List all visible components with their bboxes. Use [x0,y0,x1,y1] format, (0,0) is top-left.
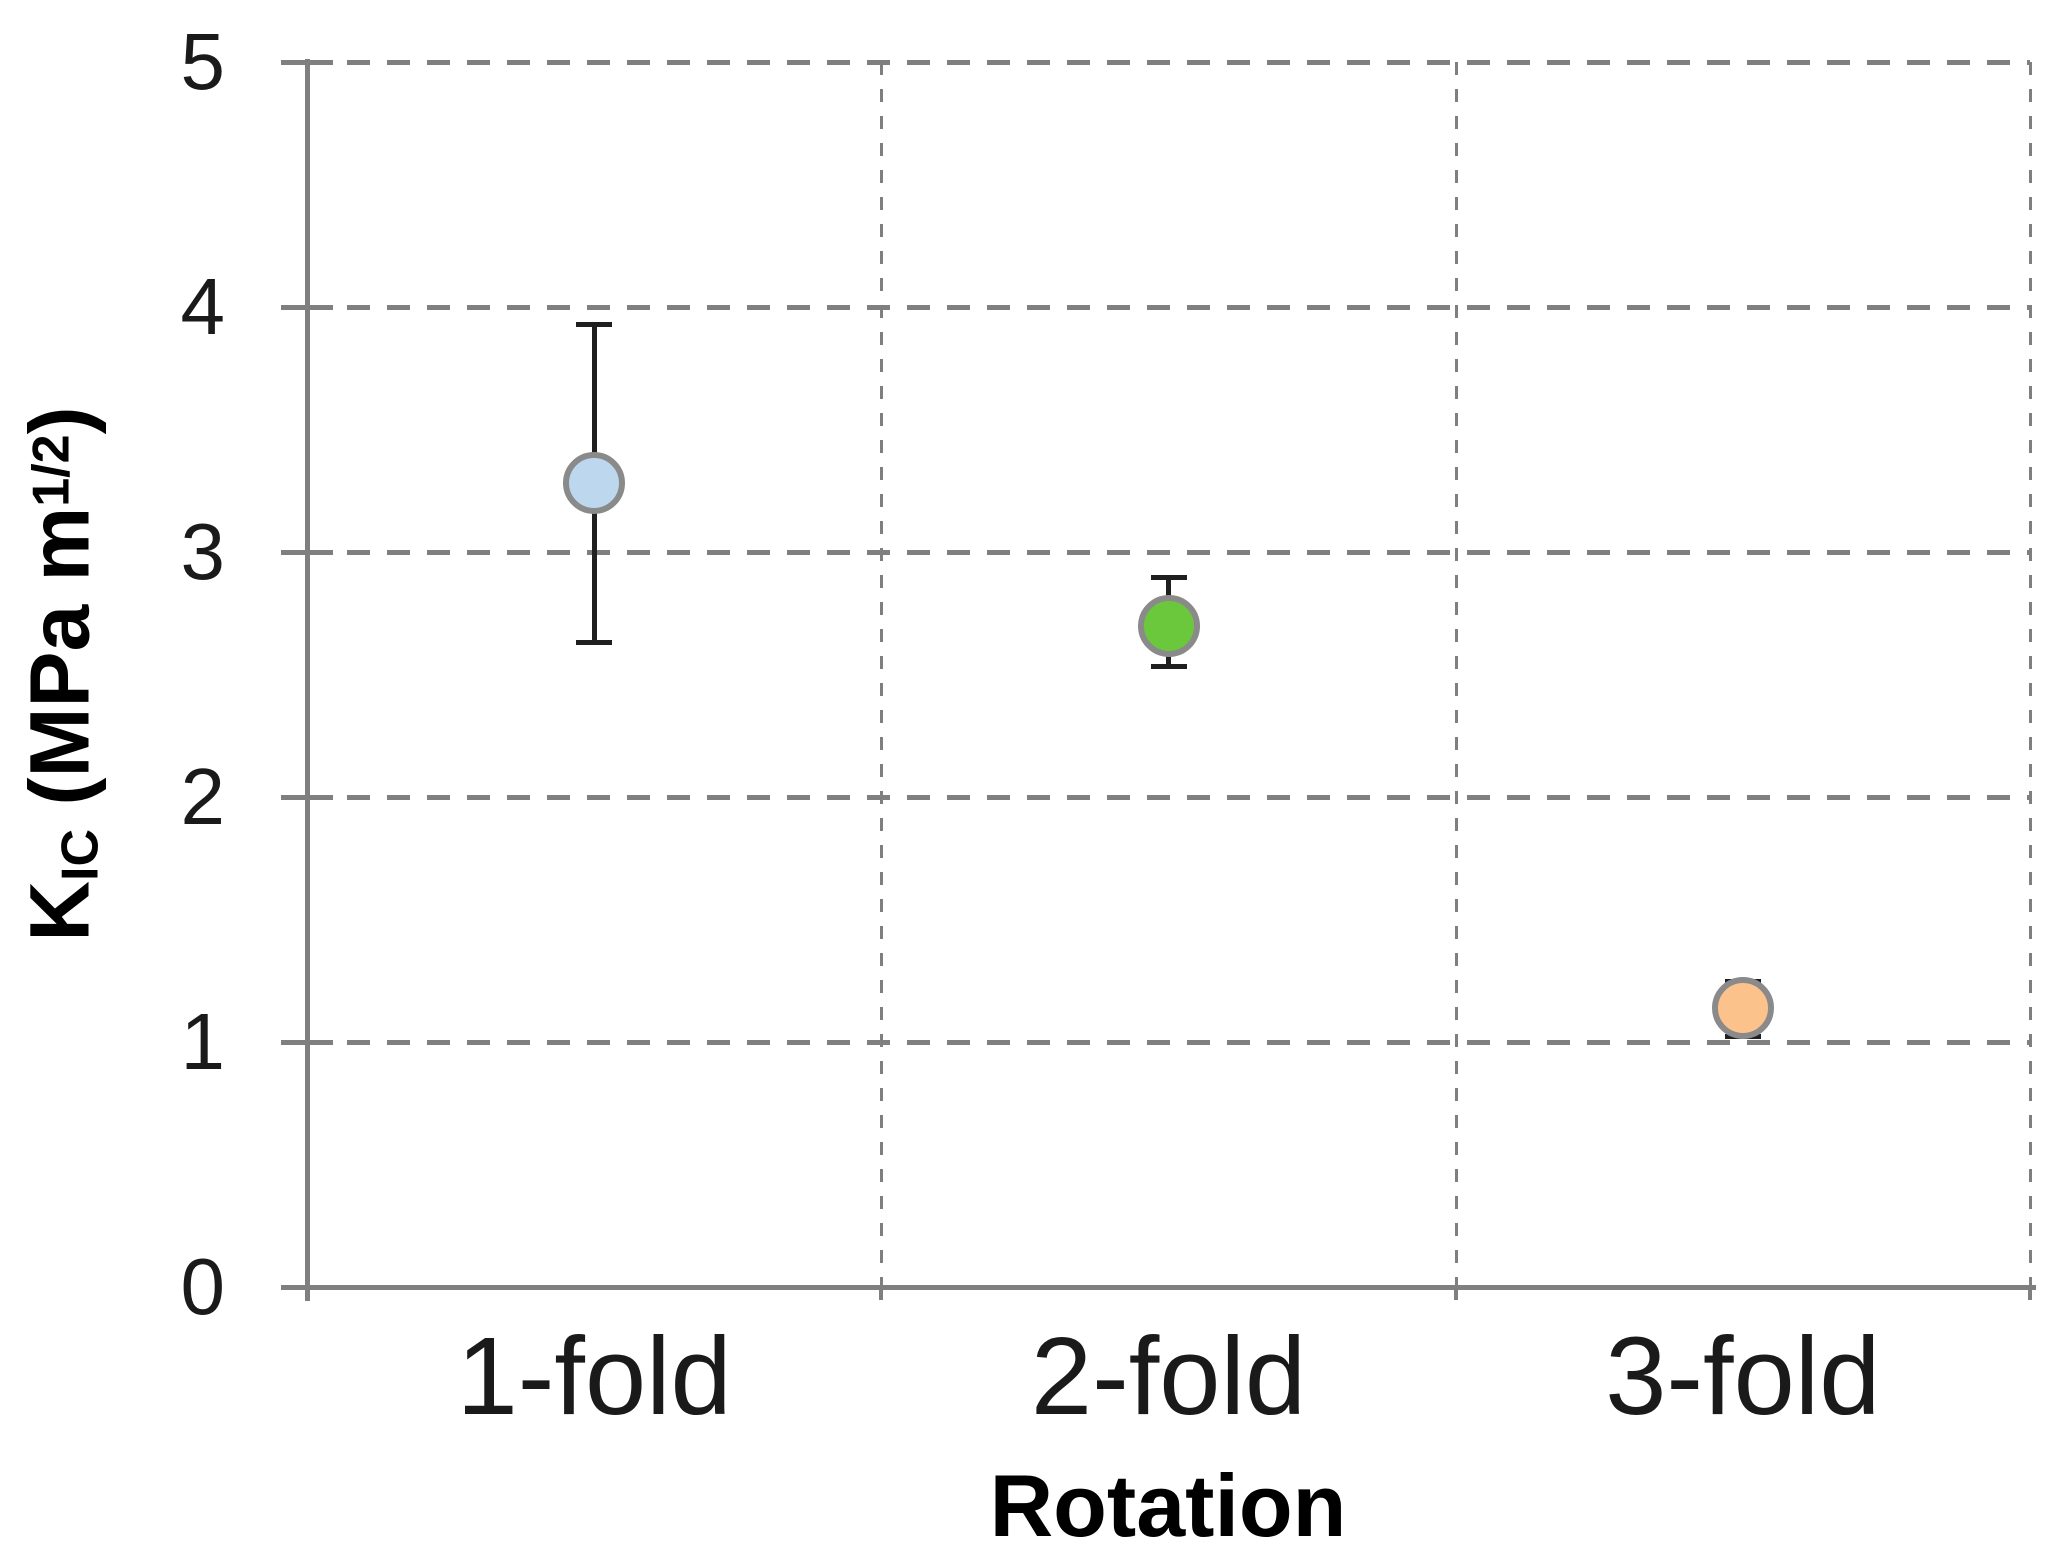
gridline-vertical [1454,62,1458,1287]
y-axis-tick [281,1285,333,1290]
gridline-horizontal [307,550,2030,555]
y-tick-label: 2 [180,752,226,841]
y-tick-label: 4 [180,262,226,351]
x-category-label: 3-fold [1605,1315,1881,1438]
data-point-1-fold [563,452,626,515]
y-axis-tick [281,550,333,555]
error-bar-cap-top-2-fold [1150,574,1187,580]
gridline-horizontal [307,305,2030,310]
x-axis-line [281,1285,2036,1290]
y-tick-label: 0 [180,1242,226,1331]
y-tick-label: 5 [180,17,226,106]
gridline-horizontal [307,60,2030,65]
gridline-horizontal [307,1040,2030,1045]
y-axis-tick [281,60,333,65]
x-category-label: 1-fold [456,1315,732,1438]
data-point-3-fold [1711,976,1774,1039]
x-axis-tick [1453,1287,1458,1300]
x-axis-tick [879,1287,884,1300]
error-bar-cap-top-1-fold [576,322,613,328]
y-axis-tick [281,305,333,310]
gridline-vertical [880,62,884,1287]
y-axis-tick [281,1040,333,1045]
x-axis-tick [2028,1287,2032,1300]
data-point-2-fold [1137,594,1200,657]
error-bar-cap-bottom-1-fold [576,639,613,645]
y-axis-line [305,59,310,1301]
y-tick-label: 3 [180,507,226,596]
error-bar-cap-bottom-2-fold [1150,664,1187,670]
gridline-vertical [2029,62,2032,1287]
x-axis-title: Rotation [989,1456,1347,1555]
x-category-label: 2-fold [1030,1315,1307,1438]
y-tick-label: 1 [180,997,226,1086]
y-axis-tick [281,795,333,800]
gridline-horizontal [307,795,2030,800]
